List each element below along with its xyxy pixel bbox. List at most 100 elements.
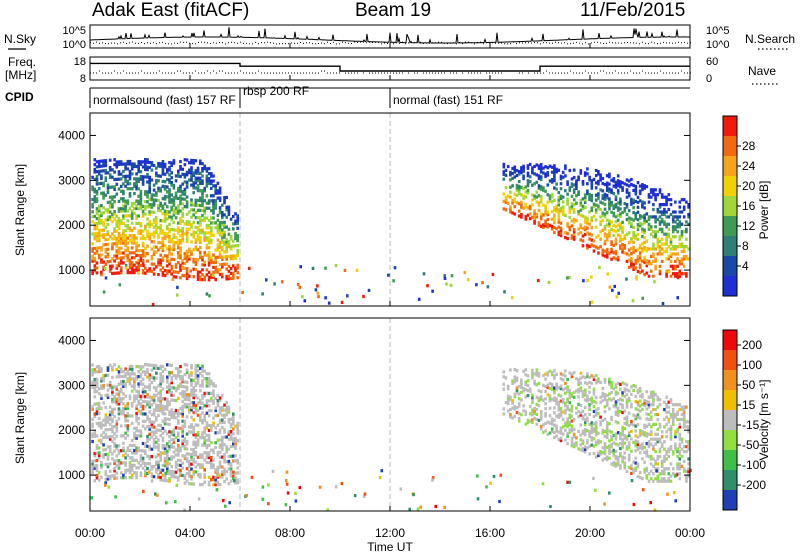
range-gate-cell bbox=[214, 446, 217, 449]
range-gate-cell bbox=[179, 365, 182, 368]
range-gate-cell bbox=[177, 226, 180, 229]
range-gate-cell bbox=[159, 202, 162, 205]
range-gate-cell bbox=[98, 471, 101, 474]
range-gate-cell bbox=[571, 405, 574, 408]
range-gate-cell bbox=[625, 278, 628, 281]
range-gate-cell bbox=[630, 420, 633, 423]
range-gate-cell bbox=[560, 437, 563, 440]
range-gate-cell bbox=[104, 484, 107, 487]
range-gate-cell bbox=[597, 251, 600, 254]
range-gate-cell bbox=[236, 249, 239, 252]
range-gate-cell bbox=[566, 385, 569, 388]
range-gate-cell bbox=[639, 399, 642, 402]
range-gate-cell bbox=[431, 290, 434, 293]
range-gate-cell bbox=[509, 191, 512, 194]
range-gate-cell bbox=[555, 397, 558, 400]
range-gate-cell bbox=[131, 246, 134, 249]
range-gate-cell bbox=[628, 389, 631, 392]
range-gate-cell bbox=[105, 276, 108, 279]
range-gate-cell bbox=[162, 375, 165, 378]
range-gate-cell bbox=[668, 270, 671, 273]
range-gate-cell bbox=[192, 418, 195, 421]
range-gate-cell bbox=[646, 449, 649, 452]
range-gate-cell bbox=[646, 390, 649, 393]
range-gate-cell bbox=[588, 413, 591, 416]
range-gate-cell bbox=[186, 440, 189, 443]
range-gate-cell bbox=[641, 457, 644, 460]
range-gate-cell bbox=[199, 251, 202, 254]
range-gate-cell bbox=[221, 273, 224, 276]
range-gate-cell bbox=[665, 396, 668, 399]
range-gate-cell bbox=[630, 257, 633, 260]
range-gate-cell bbox=[668, 193, 671, 196]
range-gate-cell bbox=[655, 469, 658, 472]
range-gate-cell bbox=[120, 247, 123, 250]
range-gate-cell bbox=[354, 494, 357, 497]
range-gate-cell bbox=[364, 492, 367, 495]
range-gate-cell bbox=[564, 374, 567, 377]
y-tick-label: 2000 bbox=[58, 218, 85, 232]
range-gate-cell bbox=[100, 367, 103, 370]
range-gate-cell bbox=[573, 433, 576, 436]
range-gate-cell bbox=[105, 470, 108, 473]
range-gate-cell bbox=[668, 228, 671, 231]
colorbar-segment bbox=[723, 196, 737, 217]
range-gate-cell bbox=[105, 159, 108, 162]
range-gate-cell bbox=[210, 441, 213, 444]
range-gate-cell bbox=[423, 272, 426, 275]
range-gate-cell bbox=[127, 419, 130, 422]
range-gate-cell bbox=[580, 424, 583, 427]
range-gate-cell bbox=[230, 235, 233, 238]
y-tick-label: 4000 bbox=[58, 128, 85, 142]
range-gate-cell bbox=[635, 385, 638, 388]
range-gate-cell bbox=[652, 252, 655, 255]
range-gate-cell bbox=[520, 413, 523, 416]
range-gate-cell bbox=[643, 229, 646, 232]
range-gate-cell bbox=[674, 201, 677, 204]
range-gate-cell bbox=[619, 452, 622, 455]
range-gate-cell bbox=[387, 274, 390, 277]
range-gate-cell bbox=[603, 502, 606, 505]
range-gate-cell bbox=[133, 227, 136, 230]
range-gate-cell bbox=[648, 275, 651, 278]
range-gate-cell bbox=[582, 239, 585, 242]
range-gate-cell bbox=[608, 407, 611, 410]
range-gate-cell bbox=[639, 417, 642, 420]
range-gate-cell bbox=[632, 241, 635, 244]
y-tick-label: 1000 bbox=[58, 263, 85, 277]
range-gate-cell bbox=[650, 430, 653, 433]
range-gate-cell bbox=[555, 425, 558, 428]
range-gate-cell bbox=[151, 472, 154, 475]
range-gate-cell bbox=[212, 216, 215, 219]
range-gate-cell bbox=[637, 211, 640, 214]
colorbar-segment bbox=[723, 176, 737, 197]
power-colorbar-label: Power [dB] bbox=[757, 181, 771, 240]
range-gate-cell bbox=[100, 253, 103, 256]
range-gate-cell bbox=[553, 406, 556, 409]
colorbar-segment bbox=[723, 136, 737, 157]
range-gate-cell bbox=[214, 278, 217, 281]
range-gate-cell bbox=[566, 232, 569, 235]
range-gate-cell bbox=[594, 489, 597, 492]
range-gate-cell bbox=[131, 365, 134, 368]
colorbar-tick-label: 12 bbox=[742, 219, 756, 233]
range-gate-cell bbox=[214, 384, 217, 387]
range-gate-cell bbox=[485, 485, 488, 488]
range-gate-cell bbox=[215, 269, 218, 272]
range-gate-cell bbox=[529, 163, 532, 166]
range-gate-cell bbox=[544, 378, 547, 381]
range-gate-cell bbox=[595, 186, 598, 189]
range-gate-cell bbox=[604, 418, 607, 421]
range-gate-cell bbox=[617, 292, 620, 295]
colorbar-segment bbox=[723, 256, 737, 277]
range-gate-cell bbox=[518, 180, 521, 183]
range-gate-cell bbox=[566, 442, 569, 445]
range-gate-cell bbox=[91, 418, 94, 421]
range-gate-cell bbox=[236, 244, 239, 247]
range-gate-cell bbox=[617, 406, 620, 409]
range-gate-cell bbox=[426, 284, 429, 287]
range-gate-cell bbox=[177, 397, 180, 400]
range-gate-cell bbox=[153, 273, 156, 276]
range-gate-cell bbox=[113, 415, 116, 418]
range-gate-cell bbox=[168, 188, 171, 191]
